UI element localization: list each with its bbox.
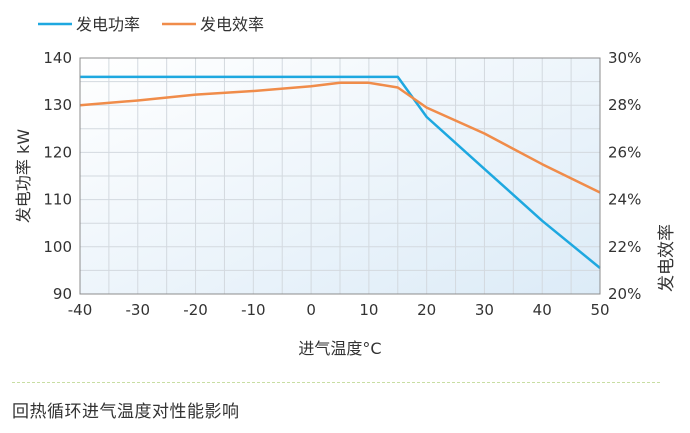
x-axis-label: 进气温度°C: [298, 339, 381, 358]
y-left-tick-label: 100: [43, 238, 72, 256]
power-line: [80, 75, 601, 269]
x-tick-label: 50: [590, 301, 609, 319]
y-left-tick-label: 90: [53, 285, 72, 303]
x-tick-label: -30: [126, 301, 151, 319]
y-left-tick-label: 110: [43, 191, 72, 209]
series-lines: [79, 75, 601, 269]
figure-caption: 回热循环进气温度对性能影响: [12, 402, 240, 422]
axes: [79, 57, 601, 295]
y-axis-left-label: 发电功率 kW: [14, 129, 33, 223]
legend-label: 发电效率: [200, 15, 264, 34]
y-left-tick-label: 120: [43, 143, 72, 161]
plot-border: [79, 57, 601, 295]
tick-labels: -40 -30 -20 -10 0 10 20 30 40 50 90 100 110 120 130 140…: [43, 49, 641, 319]
chart: -40 -30 -20 -10 0 10 20 30 40 50 90 100 110 120 130 140…: [14, 15, 677, 358]
y-right-tick-label: 30%: [608, 49, 641, 67]
y-axis-right-label: 发电效率: [657, 224, 677, 292]
x-tick-label: 10: [359, 301, 378, 319]
y-right-tick-label: 22%: [608, 238, 641, 256]
y-left-tick-label: 140: [43, 49, 72, 67]
y-right-tick-label: 24%: [608, 191, 641, 209]
x-tick-label: 30: [475, 301, 494, 319]
x-tick-label: -40: [68, 301, 93, 319]
y-right-tick-label: 26%: [608, 143, 641, 161]
x-tick-label: -20: [183, 301, 208, 319]
x-tick-label: 20: [417, 301, 436, 319]
y-right-tick-label: 20%: [608, 285, 641, 303]
legend-label: 发电功率: [76, 15, 140, 34]
divider: [12, 382, 660, 383]
legend: 发电功率 发电效率: [38, 15, 264, 34]
y-left-tick-label: 130: [43, 96, 72, 114]
y-right-tick-label: 28%: [608, 96, 641, 114]
x-tick-label: -10: [241, 301, 266, 319]
x-tick-label: 0: [306, 301, 316, 319]
efficiency-line: [79, 81, 601, 194]
x-tick-label: 40: [533, 301, 552, 319]
